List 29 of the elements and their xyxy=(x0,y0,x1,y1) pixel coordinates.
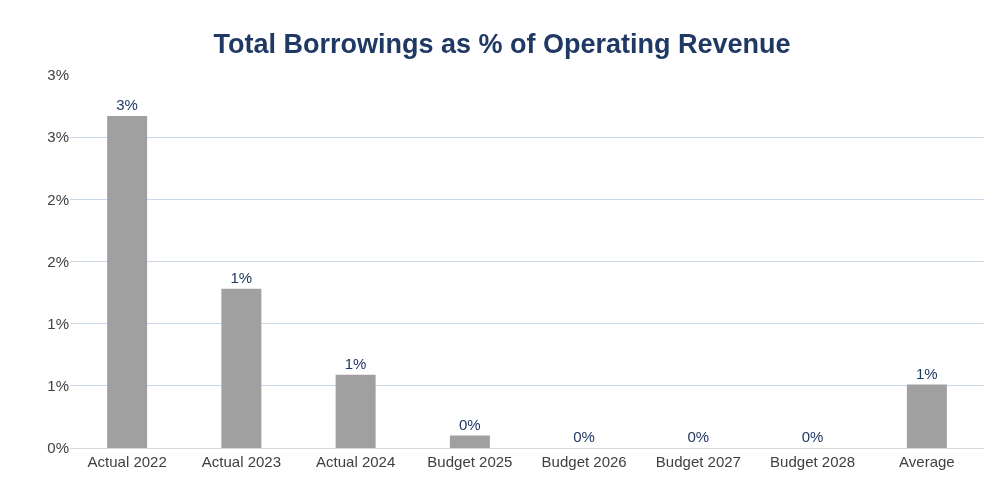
x-tick-label: Budget 2026 xyxy=(541,453,627,470)
data-label: 1% xyxy=(230,268,253,286)
data-label: 0% xyxy=(459,415,481,433)
y-tick-label: 2% xyxy=(47,252,69,270)
x-tick-label: Actual 2022 xyxy=(87,453,167,470)
y-tick-label: 3% xyxy=(47,66,69,84)
data-label: 0% xyxy=(687,428,710,445)
data-label: 0% xyxy=(801,428,824,445)
x-tick-label: Budget 2028 xyxy=(770,453,856,470)
y-tick-label: 1% xyxy=(47,314,69,332)
y-tick-label: 0% xyxy=(47,439,69,457)
data-label: 1% xyxy=(916,364,938,382)
bar xyxy=(906,384,947,448)
data-label: 1% xyxy=(344,354,367,372)
data-label: 0% xyxy=(573,428,595,445)
chart-title: Total Borrowings as % of Operating Revenue xyxy=(213,29,791,60)
bar xyxy=(221,288,262,448)
data-label: 3% xyxy=(116,96,138,114)
bar xyxy=(107,116,148,448)
y-tick-label: 1% xyxy=(47,377,69,395)
x-tick-label: Budget 2025 xyxy=(427,453,513,470)
x-tick-label: Budget 2027 xyxy=(655,453,741,470)
y-tick-label: 3% xyxy=(47,128,69,146)
x-tick-label: Average xyxy=(899,453,955,470)
y-tick-label: 2% xyxy=(47,190,69,208)
x-tick-label: Actual 2024 xyxy=(316,453,396,470)
bar xyxy=(449,435,490,448)
x-tick-label: Actual 2023 xyxy=(201,453,281,470)
bar xyxy=(335,374,376,448)
